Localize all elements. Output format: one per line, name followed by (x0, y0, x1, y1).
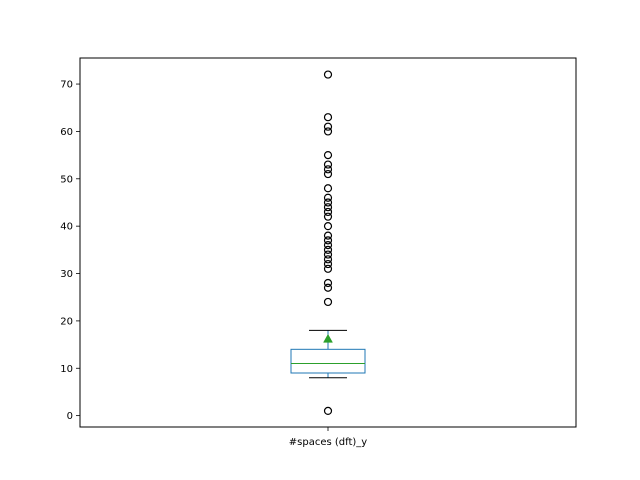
mean-marker (323, 333, 333, 343)
outlier-point (323, 184, 333, 193)
outlier-point (323, 259, 333, 269)
y-tick-label: 30 (60, 269, 73, 280)
plot-background (80, 58, 576, 427)
y-tick-label: 50 (60, 174, 73, 185)
outlier-point (323, 160, 333, 169)
box-group (290, 70, 366, 415)
y-tick-label: 0 (67, 411, 73, 422)
outlier-point (323, 245, 333, 254)
y-tick-label: 40 (60, 222, 73, 233)
outlier-point (323, 283, 333, 292)
outlier-point (323, 250, 333, 259)
outlier-point (323, 70, 333, 79)
outlier-point (323, 165, 333, 174)
y-tick-label: 10 (60, 364, 73, 375)
outlier-point (323, 264, 333, 273)
outlier-point (323, 113, 333, 122)
x-category-label: #spaces (dft)_y (289, 437, 368, 448)
y-tick-label: 60 (60, 127, 73, 138)
outlier-point (323, 122, 333, 131)
outlier-point (323, 406, 333, 415)
y-axis: 0 10 20 30 40 50 60 70 (60, 80, 80, 422)
plot-frame (79, 57, 577, 428)
outlier-point (323, 212, 333, 221)
y-tick-label: 20 (60, 316, 73, 327)
outlier-point (323, 193, 333, 202)
outlier-point (323, 198, 333, 207)
outlier-point (323, 207, 333, 217)
outlier-point (323, 222, 333, 231)
outlier-point (323, 127, 333, 136)
y-tick-label: 70 (60, 80, 73, 91)
outlier-point (323, 297, 333, 307)
interquartile-box (290, 348, 366, 374)
box-series (290, 70, 366, 415)
outlier-point (323, 203, 333, 212)
outlier-point (323, 236, 333, 245)
outlier-point (323, 151, 333, 160)
x-axis: #spaces (dft)_y (289, 427, 368, 448)
outlier-point (323, 278, 333, 288)
outlier-point (323, 231, 333, 240)
outlier-point (323, 255, 333, 264)
outlier-point (323, 169, 333, 179)
outlier-point (323, 241, 333, 250)
